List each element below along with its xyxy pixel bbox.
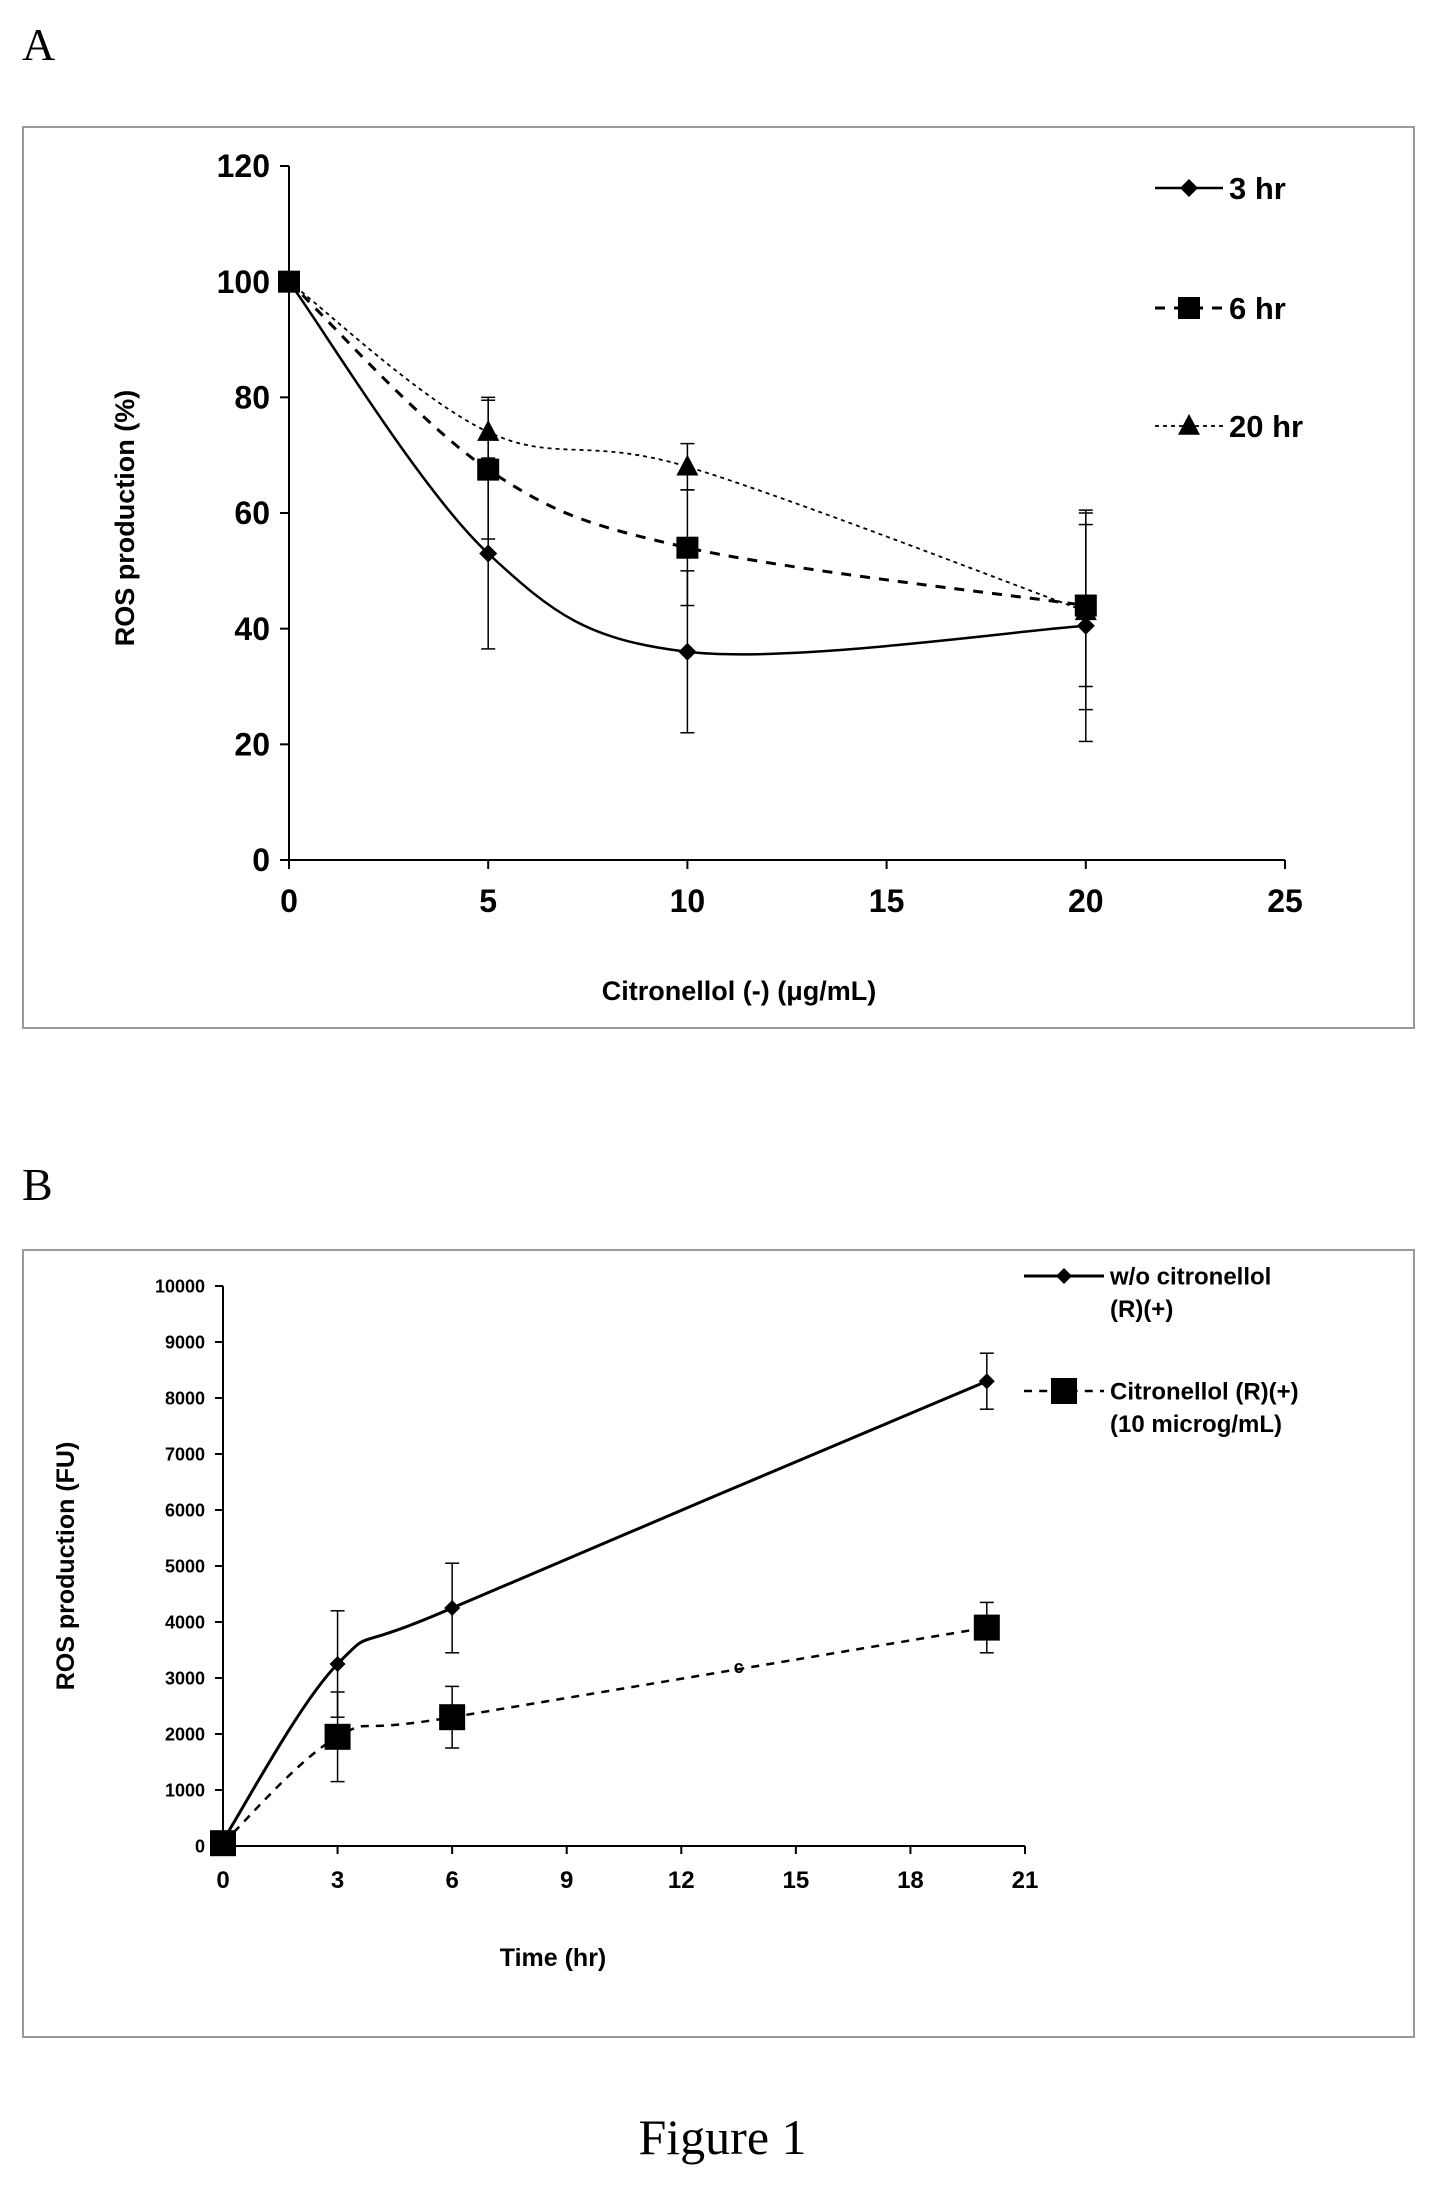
legend-entry-0: w/o citronellol (R)(+)	[1024, 1263, 1271, 1323]
data-point	[278, 269, 300, 291]
y-tick-label: 100	[217, 264, 270, 300]
x-tick-label: 20	[1068, 883, 1104, 919]
x-tick-label: 5	[479, 883, 497, 919]
x-tick-label: 9	[560, 1867, 573, 1894]
x-axis-title: Time (hr)	[500, 1944, 607, 1972]
panel-label-b: B	[22, 1159, 53, 1210]
data-point	[676, 536, 699, 559]
legend-label: w/o citronellol	[1109, 1263, 1271, 1290]
data-point	[978, 1373, 995, 1390]
y-tick-label: 6000	[165, 1500, 205, 1520]
legend-marker	[1178, 413, 1200, 435]
y-tick-label: 3000	[165, 1668, 205, 1688]
panel-label-a: A	[22, 19, 56, 70]
series-0	[215, 1352, 995, 1849]
legend-label: Citronellol (R)(+)	[1110, 1378, 1299, 1405]
figure-caption: Figure 1	[638, 2109, 807, 2165]
x-tick-label: 6	[445, 1867, 458, 1894]
series-line	[287, 280, 1087, 608]
legend-entry-2: 20 hr	[1155, 409, 1303, 444]
chart-frame-b: 0 1000 2000 3000 4000 5000 6000 7000 8000 9000 100…	[22, 1249, 1415, 2038]
chart-annotation: c	[734, 1657, 744, 1677]
legend-label: 20 hr	[1229, 409, 1303, 444]
chart-a-svg: 0 20 40 60 80 100 120 0 5 10 15 20 25 Citronellol (-)…	[110, 148, 1303, 1006]
x-tick-label: 18	[897, 1867, 924, 1894]
legend-marker	[1180, 179, 1198, 197]
data-point	[439, 1704, 466, 1731]
y-tick-label: 20	[234, 727, 270, 763]
x-tick-label: 15	[783, 1867, 810, 1894]
y-tick-label: 8000	[165, 1388, 205, 1408]
series-2	[278, 269, 1097, 711]
y-tick-label: 80	[234, 380, 270, 416]
x-tick-label: 3	[331, 1867, 344, 1894]
series-line	[287, 280, 1086, 656]
x-tick-label: 0	[216, 1867, 229, 1894]
y-tick-label: 4000	[165, 1612, 205, 1632]
series-line	[222, 1626, 988, 1845]
x-tick-label: 0	[280, 883, 298, 919]
data-point	[329, 1656, 346, 1672]
data-point	[1074, 599, 1097, 621]
x-tick-label: 25	[1267, 883, 1303, 919]
legend-label: 3 hr	[1229, 171, 1286, 206]
data-point	[324, 1723, 351, 1750]
data-point	[444, 1600, 461, 1616]
legend-marker	[1051, 1378, 1077, 1404]
y-tick-label: 40	[234, 611, 270, 647]
legend-marker	[1178, 297, 1200, 319]
x-tick-label: 15	[869, 883, 905, 919]
y-tick-label: 7000	[165, 1444, 205, 1464]
y-tick-label: 10000	[155, 1276, 205, 1296]
legend-label-line2: (10 microg/mL)	[1110, 1411, 1282, 1438]
data-point	[973, 1614, 1000, 1641]
series-line	[221, 1379, 988, 1842]
y-tick-label: 60	[234, 495, 270, 531]
data-point	[210, 1830, 236, 1857]
x-tick-label: 21	[1012, 1867, 1039, 1894]
chart-b-svg: 0 1000 2000 3000 4000 5000 6000 7000 8000 9000 100…	[52, 1263, 1299, 1972]
data-point	[676, 454, 699, 476]
legend-label: 6 hr	[1229, 291, 1286, 326]
legend-entry-0: 3 hr	[1155, 171, 1286, 206]
y-tick-label: 120	[217, 148, 270, 184]
y-tick-label: 2000	[165, 1724, 205, 1744]
y-tick-label: 1000	[165, 1780, 205, 1800]
data-point	[678, 642, 697, 661]
x-tick-label: 10	[670, 883, 706, 919]
y-tick-label: 0	[252, 842, 270, 878]
x-tick-label: 12	[668, 1867, 695, 1894]
legend-label-line2: (R)(+)	[1110, 1296, 1173, 1323]
y-axis-title: ROS production (%)	[110, 390, 140, 646]
series-1	[210, 1601, 1000, 1857]
data-point	[479, 544, 498, 563]
data-point	[477, 458, 500, 481]
y-tick-label: 0	[195, 1836, 205, 1856]
chart-frame-a: 0 20 40 60 80 100 120 0 5 10 15 20 25 Citronellol (-)…	[22, 126, 1415, 1029]
y-axis-title: ROS production (FU)	[52, 1442, 80, 1691]
legend-entry-1: 6 hr	[1155, 291, 1286, 326]
data-point	[477, 419, 500, 441]
series-line	[288, 280, 1087, 613]
y-tick-label: 5000	[165, 1556, 205, 1576]
y-tick-label: 9000	[165, 1332, 205, 1352]
legend-marker	[1056, 1268, 1072, 1284]
legend-entry-1: Citronellol (R)(+) (10 microg/mL)	[1024, 1378, 1299, 1438]
x-axis-title: Citronellol (-) (μg/mL)	[602, 976, 876, 1006]
